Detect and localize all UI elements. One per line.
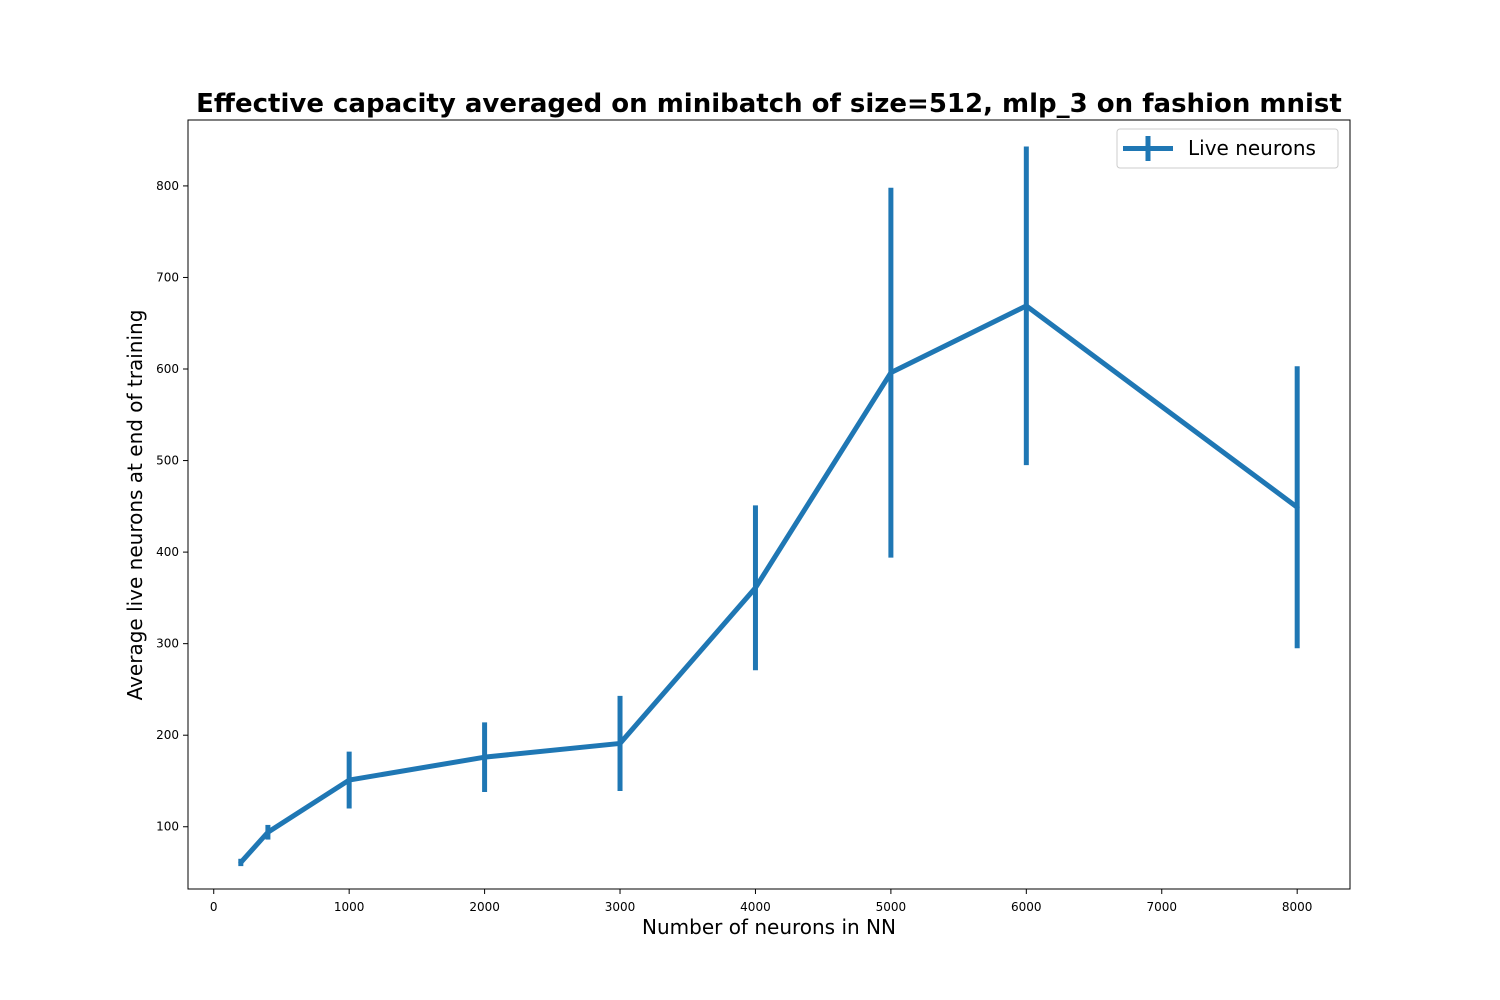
legend-label: Live neurons <box>1188 136 1316 160</box>
y-tick-label: 400 <box>156 545 179 559</box>
data-point <box>752 585 758 591</box>
y-tick-label: 500 <box>156 454 179 468</box>
plot-area <box>187 119 1351 890</box>
x-tick-label: 5000 <box>876 900 907 914</box>
data-point <box>617 740 623 746</box>
x-tick-label: 8000 <box>1282 900 1313 914</box>
y-tick-label: 600 <box>156 362 179 376</box>
data-point <box>265 829 271 835</box>
y-tick-label: 800 <box>156 179 179 193</box>
x-axis-label: Number of neurons in NN <box>642 915 896 939</box>
series-layer <box>238 146 1300 867</box>
chart-title: Effective capacity averaged on minibatch… <box>196 89 1342 119</box>
x-tick-label: 4000 <box>740 900 771 914</box>
y-tick-label: 200 <box>156 728 179 742</box>
x-tick-label: 0 <box>210 900 218 914</box>
data-point <box>1023 303 1029 309</box>
x-tick-label: 7000 <box>1146 900 1177 914</box>
y-axis: 100 200 300 400 500 600 700 800 <box>156 179 188 834</box>
x-tick-label: 6000 <box>1011 900 1042 914</box>
data-point <box>482 754 488 760</box>
y-tick-label: 100 <box>156 820 179 834</box>
x-tick-label: 2000 <box>469 900 500 914</box>
legend-box <box>1116 128 1339 169</box>
x-axis: 0 1000 2000 3000 4000 5000 6000 7000 8000 <box>210 889 1313 914</box>
legend: Live neurons <box>1116 128 1339 169</box>
data-point <box>238 859 244 865</box>
x-tick-label: 3000 <box>605 900 636 914</box>
y-tick-label: 700 <box>156 270 179 284</box>
data-point <box>1294 504 1300 510</box>
y-tick-label: 300 <box>156 637 179 651</box>
data-point <box>346 777 352 783</box>
data-point <box>888 370 894 376</box>
y-axis-label: Average live neurons at end of training <box>123 310 147 701</box>
x-tick-label: 1000 <box>334 900 365 914</box>
